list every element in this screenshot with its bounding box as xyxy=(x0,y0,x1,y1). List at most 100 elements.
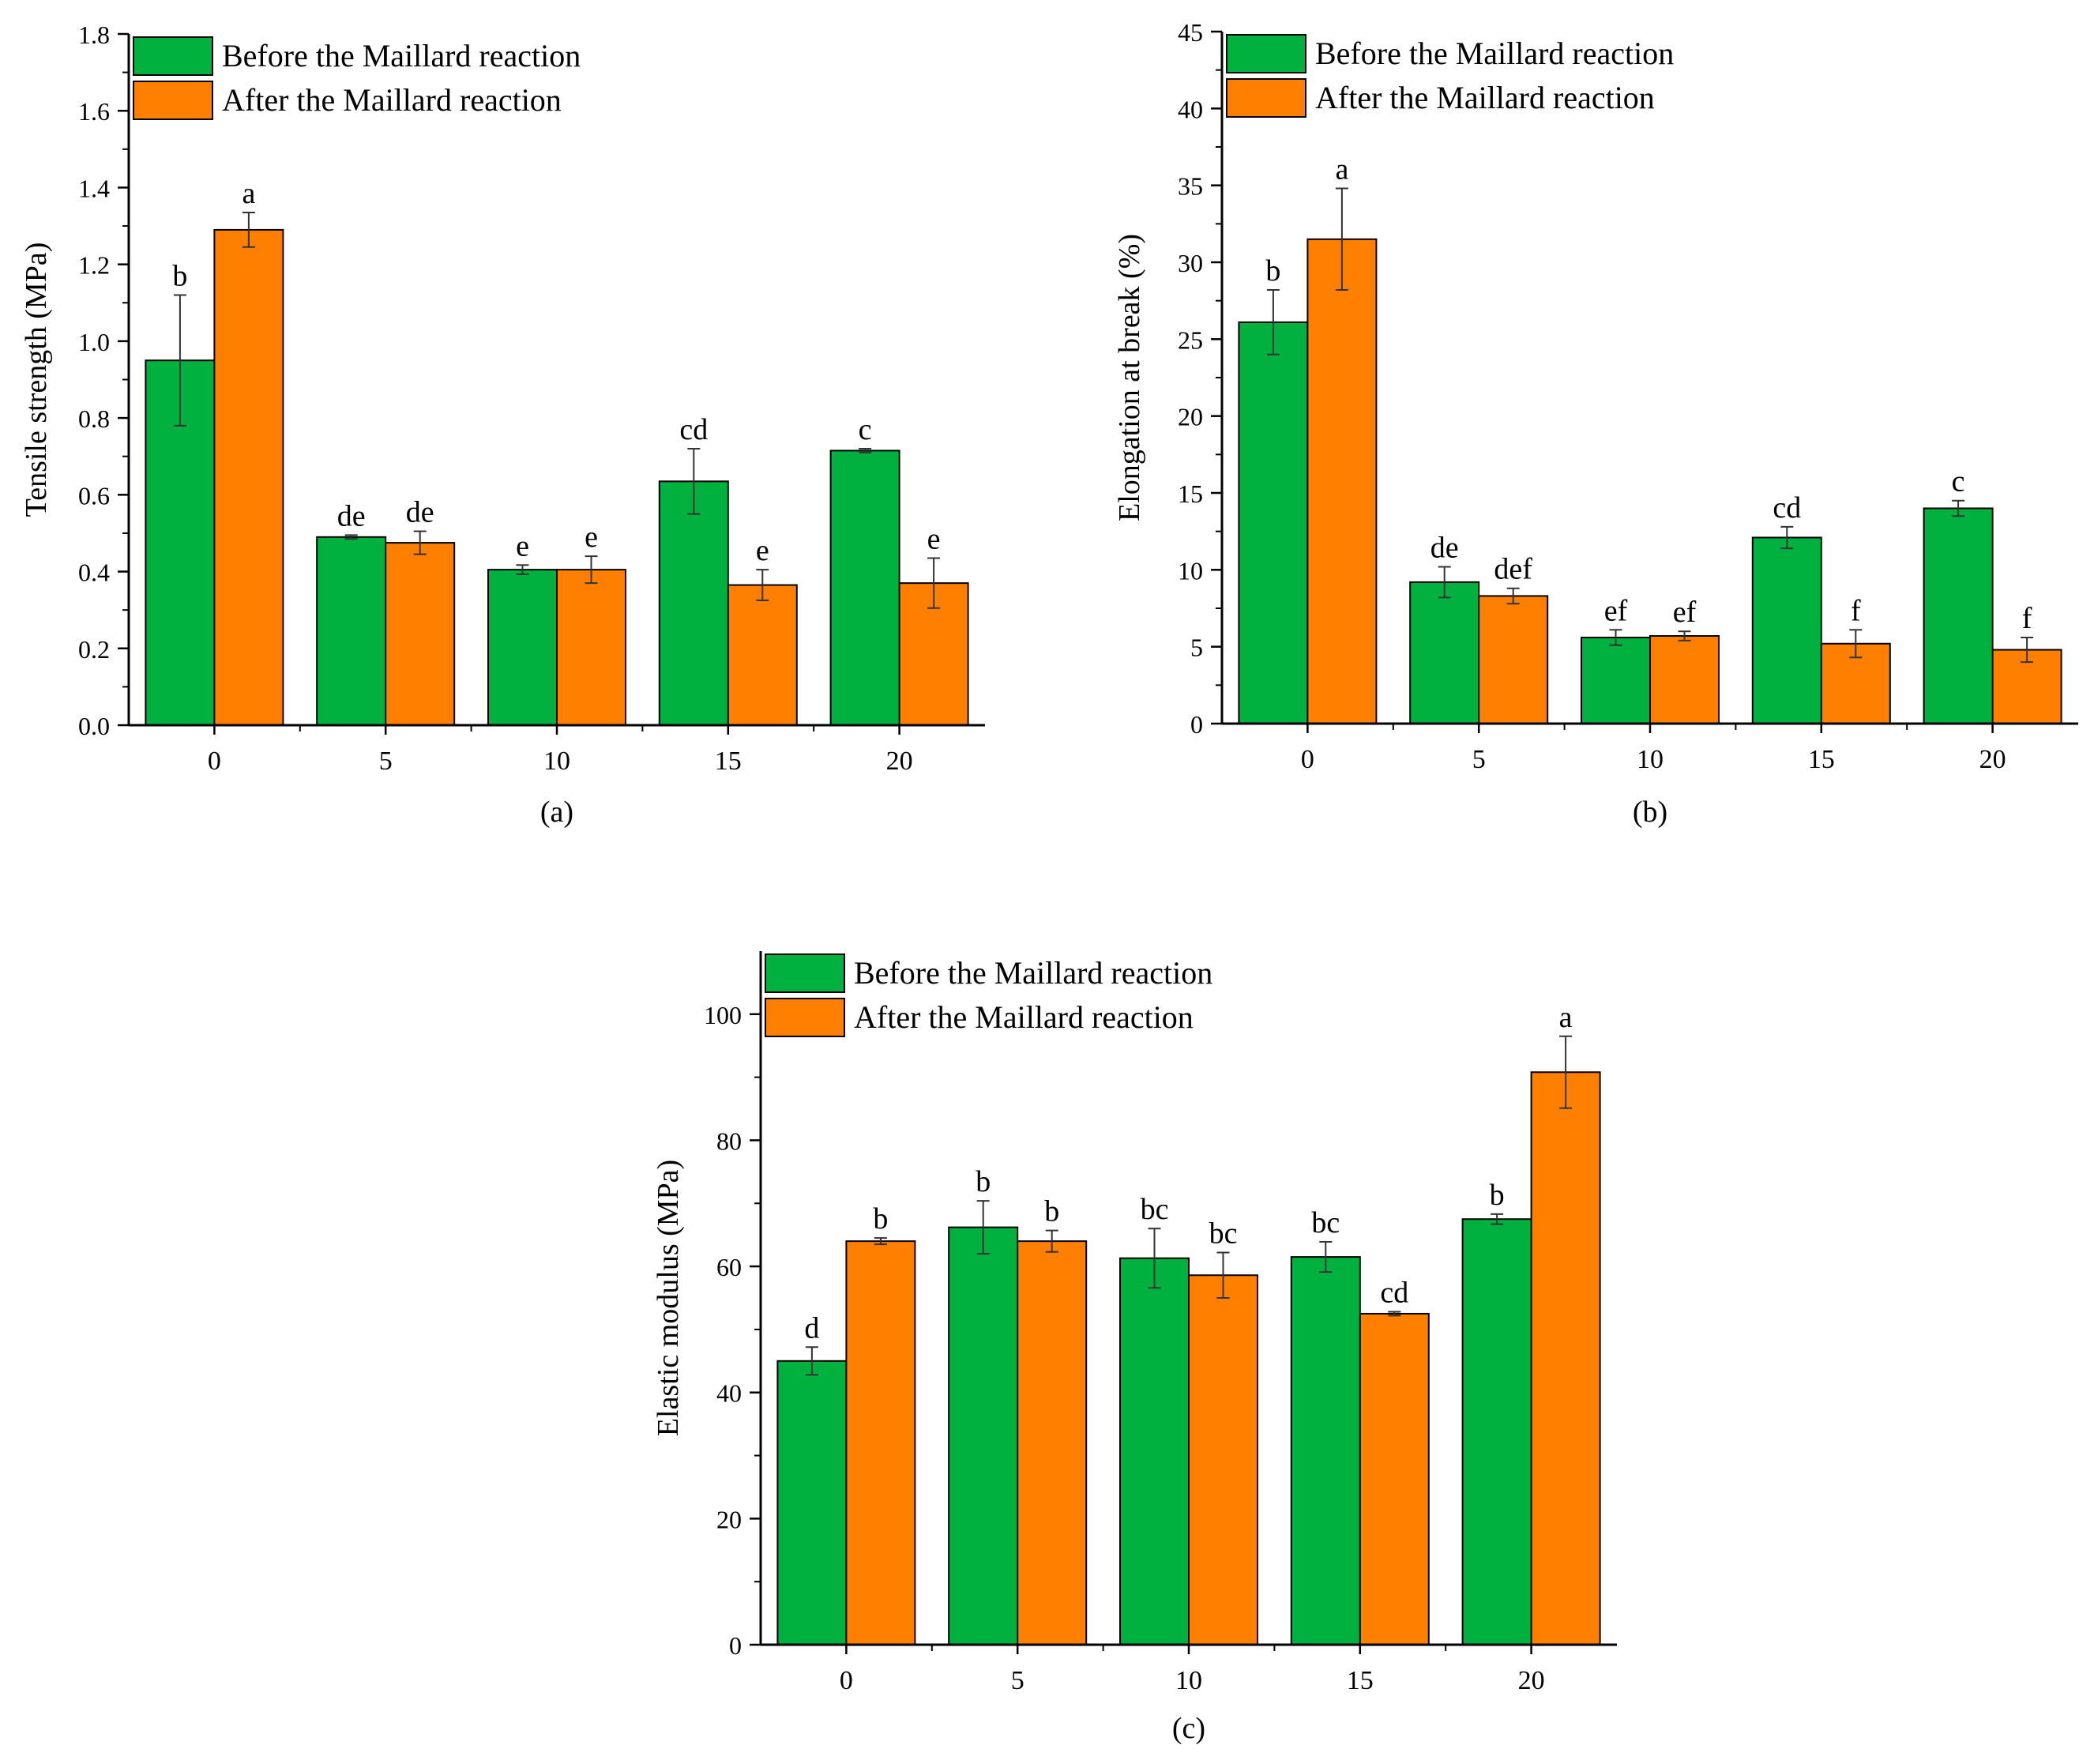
error-bar xyxy=(1952,499,1965,517)
bar-before-15 xyxy=(1751,536,1822,724)
y-tick-label: 1.6 xyxy=(78,97,110,126)
bar-after-10 xyxy=(556,569,626,726)
bar-before-15 xyxy=(658,480,729,726)
bar-after-15 xyxy=(1359,1312,1430,1646)
legend: Before the Maillard reaction After the Ma… xyxy=(133,36,581,120)
y-tick-label: 0.8 xyxy=(78,404,110,433)
significance-letter: ef xyxy=(1673,596,1697,629)
bar-before-10 xyxy=(487,569,558,726)
legend-label: After the Maillard reaction xyxy=(854,999,1194,1035)
y-tick-label: 80 xyxy=(716,1126,742,1155)
error-bar xyxy=(1388,1311,1401,1317)
y-tick-label: 0 xyxy=(729,1631,742,1660)
error-bar xyxy=(1045,1229,1058,1253)
y-tick-label: 20 xyxy=(1178,403,1203,431)
error-bar xyxy=(1266,289,1280,355)
significance-letter: e xyxy=(756,534,769,567)
x-tick-label: 10 xyxy=(1637,745,1664,774)
significance-letter: c xyxy=(1952,465,1965,498)
bar-before-0 xyxy=(776,1360,848,1646)
significance-letter: ef xyxy=(1604,594,1628,627)
error-bar xyxy=(242,212,255,248)
bar-after-10 xyxy=(1649,635,1720,724)
significance-letter: b xyxy=(1490,1179,1505,1212)
significance-letter: a xyxy=(1559,1001,1573,1034)
error-bar xyxy=(756,569,769,602)
significance-letter: de xyxy=(1430,531,1459,564)
x-tick-label: 20 xyxy=(1979,745,2006,774)
x-tick-label: 15 xyxy=(715,747,742,776)
error-bar xyxy=(344,534,358,540)
y-tick-label: 30 xyxy=(1178,249,1203,277)
error-bar xyxy=(1216,1251,1230,1299)
bar-after-0 xyxy=(1306,238,1378,724)
x-tick-label: 0 xyxy=(840,1666,853,1695)
y-tick-label: 100 xyxy=(704,1001,742,1029)
y-tick-label: 0.2 xyxy=(78,635,110,664)
significance-letter: de xyxy=(406,496,434,529)
error-bar xyxy=(413,530,427,555)
legend-swatch xyxy=(1226,78,1306,118)
bar-before-10 xyxy=(1581,636,1651,725)
x-tick-label: 20 xyxy=(886,747,913,776)
error-bar xyxy=(687,448,701,515)
significance-letter: b xyxy=(976,1165,991,1198)
error-bar xyxy=(2021,636,2034,664)
bar-after-0 xyxy=(845,1240,916,1646)
y-tick-label: 0.4 xyxy=(78,559,110,587)
significance-letter: b xyxy=(1044,1195,1059,1228)
significance-letter: e xyxy=(585,521,598,554)
y-tick-label: 0.6 xyxy=(78,481,110,510)
y-axis-label: Elastic modulus (MPa) xyxy=(652,1160,685,1436)
legend: Before the Maillard reaction After the Ma… xyxy=(1226,34,1674,118)
y-tick-label: 0 xyxy=(1190,710,1203,739)
error-bar xyxy=(1319,1240,1333,1273)
error-bar xyxy=(1335,187,1348,291)
error-bar xyxy=(1148,1228,1161,1289)
bar-after-15 xyxy=(727,584,798,727)
significance-letter: e xyxy=(927,523,941,556)
y-tick-label: 1.2 xyxy=(78,251,110,280)
legend-label: After the Maillard reaction xyxy=(222,82,562,118)
significance-letter: b xyxy=(172,260,187,293)
error-bar xyxy=(1506,587,1520,605)
x-tick-label: 10 xyxy=(1175,1666,1202,1695)
error-bar xyxy=(1559,1035,1573,1109)
bar-after-5 xyxy=(1478,595,1549,725)
y-tick-label: 40 xyxy=(1178,95,1203,123)
y-tick-label: 1.4 xyxy=(78,174,110,202)
y-axis-label: Tensile strength (MPa) xyxy=(20,243,53,517)
error-bar xyxy=(927,557,941,609)
significance-letter: b xyxy=(1265,254,1280,288)
x-tick-label: 5 xyxy=(379,747,393,776)
y-tick-label: 0.0 xyxy=(78,712,110,740)
chart-panel-1: b de ef cd c a def ef f f 0 5 10 15 20 25 30 35 40 45 0 5 10 15… xyxy=(1113,18,2078,829)
significance-letter: a xyxy=(242,177,255,210)
bar-after-0 xyxy=(213,228,284,726)
legend-swatch xyxy=(765,953,845,993)
legend-label: Before the Maillard reaction xyxy=(222,38,581,73)
x-tick-label: 0 xyxy=(208,747,221,776)
significance-letter: def xyxy=(1494,553,1532,586)
significance-letter: cd xyxy=(679,413,708,446)
significance-letter: c xyxy=(859,413,872,446)
legend: Before the Maillard reaction After the Ma… xyxy=(765,953,1212,1037)
y-tick-label: 1.8 xyxy=(78,21,110,49)
x-tick-label: 5 xyxy=(1011,1666,1024,1695)
error-bar xyxy=(516,564,529,575)
panel-caption: (b) xyxy=(1633,795,1667,829)
error-bar xyxy=(1609,629,1622,646)
bar-before-10 xyxy=(1119,1257,1190,1646)
y-tick-label: 20 xyxy=(716,1505,742,1533)
error-bar xyxy=(585,555,598,585)
y-tick-label: 10 xyxy=(1178,556,1203,585)
y-tick-label: 5 xyxy=(1190,634,1203,662)
x-tick-label: 15 xyxy=(1808,745,1835,774)
bar-before-5 xyxy=(316,536,387,726)
bar-before-5 xyxy=(1409,581,1480,725)
significance-letter: bc xyxy=(1311,1206,1340,1239)
error-bar xyxy=(1678,630,1691,641)
significance-letter: bc xyxy=(1141,1193,1169,1226)
legend-swatch xyxy=(133,36,213,76)
